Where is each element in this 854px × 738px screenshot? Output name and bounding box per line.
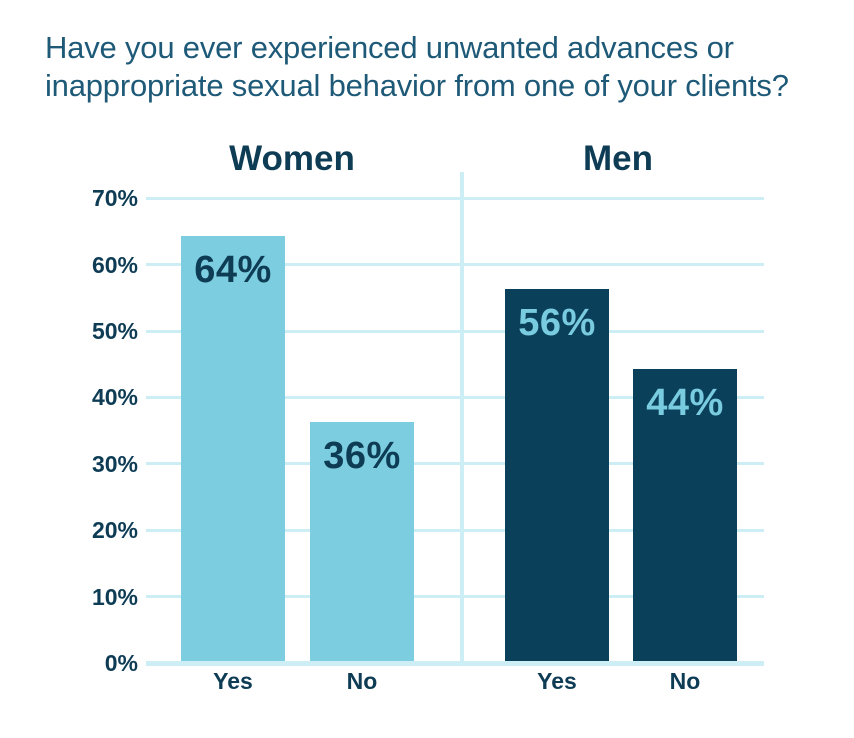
bar-women-yes: 64% bbox=[181, 236, 285, 661]
bar-value-label: 56% bbox=[518, 302, 596, 344]
group-header-men: Men bbox=[583, 139, 653, 178]
group-header-women: Women bbox=[229, 139, 355, 178]
x-axis-category-label: Yes bbox=[213, 668, 253, 694]
gridline bbox=[146, 197, 764, 200]
bar-men-no: 44% bbox=[633, 369, 737, 661]
x-axis-category-label: No bbox=[346, 668, 378, 694]
bar-women-no: 36% bbox=[310, 422, 414, 661]
gridline bbox=[146, 529, 764, 532]
bar-value-label: 44% bbox=[646, 382, 724, 424]
group-divider-line bbox=[460, 172, 464, 661]
x-axis-category-label: No bbox=[669, 668, 701, 694]
gridline bbox=[146, 396, 764, 399]
y-axis-tick-label: 40% bbox=[91, 384, 138, 410]
y-axis-tick-label: 0% bbox=[104, 650, 138, 676]
gridline bbox=[146, 595, 764, 598]
bar-value-label: 64% bbox=[194, 249, 272, 291]
chart-title: Have you ever experienced unwanted advan… bbox=[45, 30, 789, 103]
y-axis-tick-label: 20% bbox=[91, 517, 138, 543]
bar-men-yes: 56% bbox=[505, 289, 609, 661]
gridline bbox=[146, 263, 764, 266]
y-axis-tick-label: 10% bbox=[91, 584, 138, 610]
gridline bbox=[146, 462, 764, 465]
y-axis-tick-label: 70% bbox=[91, 185, 138, 211]
y-axis-tick-label: 50% bbox=[91, 318, 138, 344]
bar-value-label: 36% bbox=[323, 435, 401, 477]
y-axis-tick-label: 60% bbox=[91, 252, 138, 278]
x-axis-baseline bbox=[146, 661, 764, 666]
x-axis-category-label: Yes bbox=[537, 668, 577, 694]
gridline bbox=[146, 330, 764, 333]
y-axis-tick-label: 30% bbox=[91, 451, 138, 477]
